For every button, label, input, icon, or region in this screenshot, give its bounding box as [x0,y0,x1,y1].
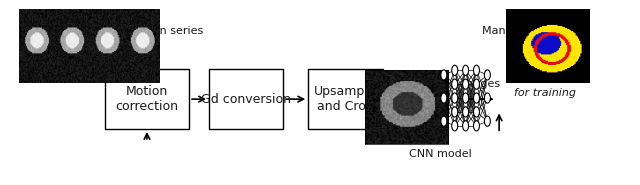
Circle shape [463,93,468,103]
FancyBboxPatch shape [105,69,189,129]
Circle shape [452,121,458,131]
Circle shape [484,116,490,126]
Circle shape [452,65,458,75]
Circle shape [474,79,479,89]
Circle shape [484,70,490,80]
Circle shape [452,107,458,117]
Text: for training: for training [514,88,576,98]
Text: Manual labelling: Manual labelling [482,26,573,36]
Text: CNN model: CNN model [409,149,472,159]
Circle shape [474,107,479,117]
FancyBboxPatch shape [308,69,383,129]
Circle shape [463,121,468,131]
Text: Gd conversion: Gd conversion [201,93,291,106]
Circle shape [441,116,447,126]
Circle shape [441,93,447,103]
Circle shape [474,65,479,75]
Circle shape [474,93,479,103]
Circle shape [441,70,447,80]
Text: Perfusion series: Perfusion series [115,26,203,36]
Circle shape [463,65,468,75]
Circle shape [484,93,490,103]
Circle shape [463,79,468,89]
Circle shape [452,79,458,89]
Text: Motion
correction: Motion correction [115,85,179,113]
Circle shape [474,121,479,131]
Text: Upsample
and Crop: Upsample and Crop [314,85,376,113]
Text: Resampled Gd images: Resampled Gd images [375,79,500,89]
Circle shape [452,93,458,103]
FancyBboxPatch shape [209,69,284,129]
Circle shape [463,107,468,117]
